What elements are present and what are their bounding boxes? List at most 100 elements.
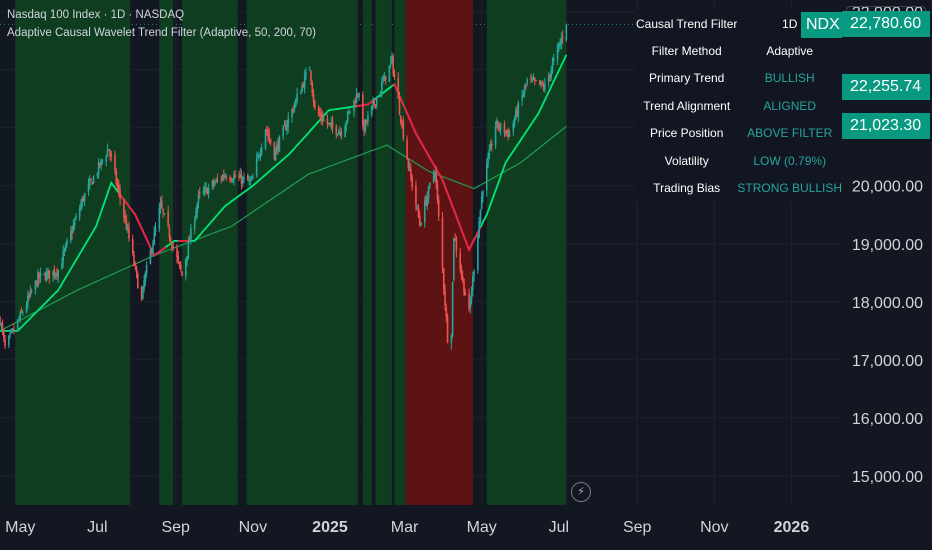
bull-candle	[142, 286, 144, 299]
bear-candle	[161, 200, 163, 208]
bull-candle	[367, 115, 369, 122]
bear-candle	[28, 295, 30, 297]
indicator-title[interactable]: Adaptive Causal Wavelet Trend Filter (Ad…	[7, 27, 316, 39]
bull-candle	[61, 263, 63, 270]
bull-candle	[487, 157, 489, 165]
bull-candle	[152, 243, 154, 253]
info-table-row: Primary Trend BULLISH	[636, 65, 842, 92]
bear-candle	[406, 139, 408, 160]
bear-candle	[44, 275, 47, 281]
info-table-label: Price Position	[650, 126, 724, 141]
bear-candle	[172, 246, 175, 248]
bull-candle	[283, 125, 286, 127]
bull-candle	[480, 196, 483, 209]
lightning-icon[interactable]: ⚡	[571, 482, 591, 502]
bull-candle	[303, 75, 306, 90]
bear-candle	[363, 123, 365, 132]
bull-candle	[158, 208, 161, 229]
bull-candle	[382, 80, 384, 82]
bull-candle	[451, 281, 454, 336]
bear-candle	[444, 289, 446, 307]
bear-candle	[114, 154, 116, 171]
bear-candle	[292, 109, 295, 111]
bull-candle	[388, 65, 391, 82]
bull-candle	[21, 312, 24, 314]
bearish-zone	[405, 0, 473, 505]
bull-candle	[9, 333, 11, 336]
bear-candle	[177, 255, 180, 261]
bear-candle	[176, 247, 178, 258]
bull-candle	[257, 155, 259, 158]
bull-candle	[205, 187, 207, 189]
info-table-row: Causal Trend Filter 1D	[636, 10, 842, 37]
bull-candle	[293, 104, 296, 109]
bear-candle	[539, 80, 541, 85]
bear-candle	[35, 281, 38, 286]
bull-candle	[286, 125, 288, 131]
bear-candle	[91, 181, 94, 185]
bull-candle	[78, 208, 81, 218]
bear-candle	[312, 93, 315, 103]
bull-candle	[18, 318, 20, 320]
bear-candle	[498, 128, 501, 130]
bull-candle	[349, 111, 352, 113]
bull-candle	[69, 231, 72, 241]
symbol-title[interactable]: Nasdaq 100 Index · 1D · NASDAQ	[7, 9, 185, 21]
bull-candle	[560, 38, 563, 44]
bull-candle	[224, 175, 226, 178]
bear-candle	[267, 131, 269, 136]
bull-candle	[305, 71, 307, 75]
bull-candle	[416, 206, 419, 208]
bear-candle	[273, 142, 276, 160]
bull-candle	[47, 270, 49, 274]
price-axis-label: 17,000.00	[852, 353, 923, 370]
bull-candle	[248, 179, 250, 181]
info-table-row: Trading Bias STRONG BULLISH	[636, 174, 842, 201]
bear-candle	[4, 339, 6, 347]
bull-candle	[25, 304, 28, 313]
bear-candle	[109, 150, 111, 155]
bull-candle	[353, 100, 355, 111]
bear-candle	[397, 77, 400, 99]
bear-candle	[463, 278, 465, 293]
bull-candle	[282, 126, 284, 137]
bull-candle	[521, 94, 523, 101]
bull-candle	[16, 319, 19, 330]
info-table-value: ABOVE FILTER	[747, 126, 833, 141]
bull-candle	[526, 79, 528, 84]
bull-candle	[301, 84, 303, 92]
bull-candle	[522, 93, 525, 96]
bull-candle	[72, 224, 75, 232]
bull-candle	[149, 250, 152, 264]
bull-candle	[547, 76, 550, 82]
bull-candle	[211, 181, 214, 187]
bear-candle	[362, 94, 364, 126]
bear-candle	[410, 169, 412, 178]
bear-candle	[198, 192, 201, 194]
bear-candle	[365, 120, 368, 123]
bear-candle	[340, 131, 343, 136]
bull-candle	[338, 131, 340, 135]
bear-candle	[321, 116, 324, 122]
bear-candle	[317, 108, 320, 114]
info-table-label: Causal Trend Filter	[636, 16, 738, 31]
bull-candle	[532, 78, 535, 80]
bear-candle	[110, 153, 113, 157]
bull-candle	[345, 121, 348, 126]
slow-filter-path	[0, 125, 567, 332]
time-axis-label: May	[467, 519, 497, 536]
bear-candle	[71, 231, 73, 234]
bull-candle	[473, 271, 475, 276]
bear-candle	[373, 100, 376, 105]
bull-candle	[197, 193, 200, 204]
time-axis[interactable]: May Jul Sep Nov 2025 Mar May Jul Sep Nov 2026	[0, 506, 932, 550]
bear-candle	[530, 77, 532, 80]
bull-candle	[241, 177, 244, 184]
bull-candle	[479, 209, 482, 223]
bear-candle	[137, 273, 139, 289]
bull-candle	[523, 86, 526, 93]
bull-candle	[66, 240, 68, 244]
bear-candle	[124, 215, 126, 219]
bull-candle	[300, 92, 302, 95]
bear-candle	[549, 74, 551, 77]
